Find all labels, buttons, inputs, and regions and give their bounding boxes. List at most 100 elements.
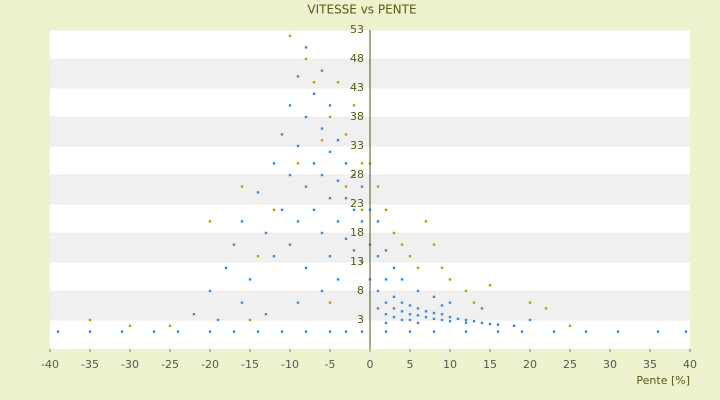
point	[384, 330, 388, 333]
point	[616, 330, 620, 333]
y-tick-label: 13	[350, 255, 364, 268]
point	[432, 243, 436, 246]
point	[272, 162, 276, 165]
point	[352, 104, 356, 107]
point	[448, 301, 452, 304]
x-tick-label: -25	[161, 358, 179, 371]
point	[168, 324, 172, 327]
x-tick-label: 30	[603, 358, 617, 371]
y-tick-label: 18	[350, 226, 364, 239]
point	[288, 173, 292, 177]
point	[328, 115, 332, 119]
point	[384, 278, 388, 281]
point	[392, 295, 396, 298]
point	[408, 330, 412, 333]
point	[240, 220, 244, 223]
point	[336, 278, 340, 281]
point	[360, 330, 364, 333]
point	[336, 220, 340, 223]
point	[312, 92, 316, 95]
point	[464, 318, 468, 322]
point	[128, 324, 132, 327]
y-tick-label: 33	[350, 139, 364, 152]
point	[328, 197, 332, 200]
point	[352, 173, 356, 177]
point	[296, 301, 300, 304]
point	[552, 330, 556, 333]
point	[528, 318, 532, 322]
point	[304, 46, 308, 49]
chart-title: VITESSE vs PENTE	[307, 3, 416, 17]
point	[440, 266, 444, 269]
point	[208, 220, 212, 223]
point	[448, 315, 452, 319]
point	[328, 150, 332, 153]
x-tick-label: 10	[443, 358, 457, 371]
point	[264, 231, 268, 235]
point	[360, 208, 364, 211]
point	[344, 237, 348, 240]
point	[360, 260, 364, 264]
point	[328, 104, 332, 107]
point	[684, 330, 688, 333]
point	[544, 307, 548, 310]
point	[296, 220, 300, 223]
point	[384, 208, 388, 211]
x-axis-label: Pente [%]	[636, 374, 690, 387]
point	[304, 57, 308, 61]
point	[432, 330, 436, 333]
x-tick-label: 0	[367, 358, 374, 371]
point	[448, 278, 452, 281]
point	[352, 249, 356, 252]
point	[384, 321, 388, 325]
y-tick-label: 43	[350, 81, 364, 94]
point	[312, 162, 316, 165]
point	[280, 133, 284, 136]
point	[496, 323, 500, 326]
point	[344, 162, 348, 165]
point	[88, 330, 92, 333]
point	[264, 313, 268, 316]
point	[384, 313, 388, 316]
point	[272, 208, 276, 211]
point	[240, 185, 244, 188]
point	[424, 315, 428, 319]
point	[312, 81, 316, 84]
point	[328, 301, 332, 304]
point	[320, 69, 324, 72]
point	[192, 313, 196, 316]
point	[296, 75, 300, 78]
y-tick-label: 3	[357, 313, 364, 326]
point	[328, 255, 332, 258]
point	[56, 330, 60, 333]
point	[376, 307, 380, 310]
point	[336, 139, 340, 142]
point	[320, 231, 324, 235]
point	[232, 243, 236, 246]
point	[512, 324, 516, 327]
point	[320, 173, 324, 177]
point	[400, 301, 404, 304]
point	[360, 220, 364, 223]
point	[344, 330, 348, 333]
point	[280, 330, 284, 333]
point	[240, 301, 244, 304]
x-tick-label: -5	[325, 358, 336, 371]
point	[328, 330, 332, 333]
point	[208, 289, 212, 293]
point	[304, 266, 308, 269]
point	[216, 318, 220, 322]
point	[464, 321, 468, 325]
point	[296, 162, 300, 165]
point	[320, 289, 324, 293]
point	[416, 314, 420, 317]
point	[256, 191, 260, 194]
x-tick-label: -20	[201, 358, 219, 371]
point	[344, 197, 348, 200]
point	[400, 278, 404, 281]
x-tick-label: -35	[81, 358, 99, 371]
y-tick-label: 48	[350, 52, 364, 65]
point	[584, 330, 588, 333]
point	[272, 255, 276, 258]
